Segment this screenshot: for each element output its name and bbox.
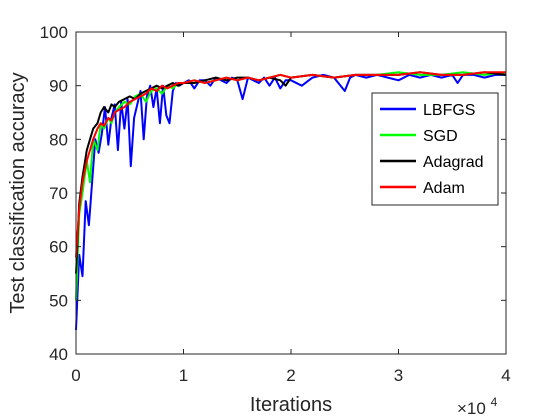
x-multiplier-exponent: 4 xyxy=(491,395,498,409)
x-multiplier-base: ×10 xyxy=(457,399,486,418)
x-multiplier-label: ×10 4 xyxy=(457,395,498,418)
y-axis-label: Test classification accuracy xyxy=(7,72,29,313)
y-tick-label: 90 xyxy=(49,77,68,96)
x-axis-label: Iterations xyxy=(250,394,332,416)
x-tick-label: 3 xyxy=(394,366,403,385)
axes-layer: 0 1 2 3 4 40 50 60 70 80 90 100 xyxy=(40,23,511,385)
x-tick-label: 0 xyxy=(71,366,80,385)
y-tick-label: 80 xyxy=(49,130,68,149)
legend-label-adagrad: Adagrad xyxy=(423,154,484,171)
series-layer xyxy=(75,71,507,330)
legend-label-lbfgs: LBFGS xyxy=(423,102,475,119)
y-tick-label: 50 xyxy=(49,291,68,310)
series-line-adam xyxy=(75,71,506,258)
y-tick-label: 40 xyxy=(49,345,68,364)
x-tick-label: 1 xyxy=(179,366,188,385)
y-tick-label: 60 xyxy=(49,238,68,257)
legend: LBFGS SGD Adagrad Adam xyxy=(371,92,499,206)
y-tick-label: 70 xyxy=(49,184,68,203)
x-tick-label: 2 xyxy=(286,366,295,385)
x-tick-label: 4 xyxy=(501,366,510,385)
y-tick-label: 100 xyxy=(40,23,68,42)
legend-label-sgd: SGD xyxy=(423,128,458,145)
legend-label-adam: Adam xyxy=(423,180,465,197)
